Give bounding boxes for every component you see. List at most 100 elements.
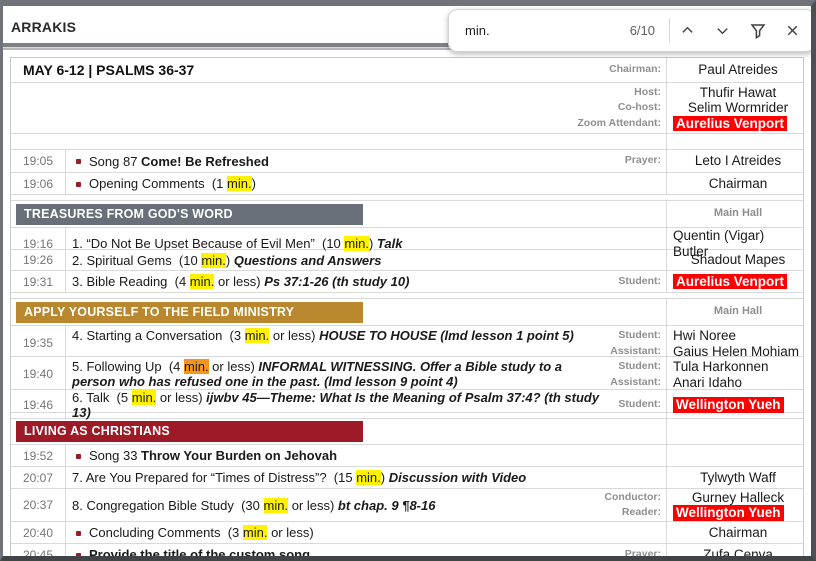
item-duration: or less) — [267, 525, 314, 540]
row-opening-song: 19:05 Song 87 Come! Be Refreshed Prayer:… — [11, 150, 803, 173]
row-talk: 19:16 1. “Do Not Be Upset Because of Evi… — [11, 228, 803, 259]
host-name: Thufir Hawat — [699, 84, 777, 100]
zoom-attendant-label: Zoom Attendant: — [577, 116, 661, 129]
prayer-label: Prayer: — [624, 154, 661, 167]
assignee-name: Zufa Cenva — [703, 546, 773, 561]
find-previous-button[interactable] — [670, 10, 705, 51]
item-title: 8. Congregation Bible Study (30 — [72, 497, 264, 513]
bullet-icon — [76, 453, 81, 459]
zoom-attendant-name: Aurelius Venport — [673, 115, 788, 132]
item-duration: or less) — [156, 390, 207, 405]
section-header-christians: LIVING AS CHRISTIANS — [11, 419, 803, 445]
item-title: 2. Spiritual Gems (10 — [72, 252, 202, 268]
item-title: Concluding Comments (3 — [89, 525, 243, 540]
item-descriptor: HOUSE TO HOUSE (lmd lesson 1 point 5) — [319, 328, 574, 343]
time-cell: 19:26 — [22, 253, 54, 267]
bullet-icon — [76, 530, 81, 536]
item-descriptor: Ps 37:1-26 (th study 10) — [264, 274, 410, 289]
search-match-active: min. — [184, 359, 209, 374]
reader-label: Reader: — [621, 506, 661, 518]
chevron-up-icon — [682, 26, 693, 33]
time-cell: 20:07 — [22, 470, 54, 485]
item-duration: or less) — [269, 328, 320, 343]
item-duration: ) — [251, 176, 256, 191]
item-title: 5. Following Up (4 — [72, 359, 184, 374]
song-number: Song 87 — [89, 153, 142, 169]
prayer-label: Prayer: — [624, 547, 661, 560]
search-match: min. — [356, 470, 381, 485]
row-concluding-comments: 20:40 Concluding Comments (3 min. or les… — [11, 522, 803, 544]
assignee-name: Leto I Atreides — [694, 153, 782, 169]
find-input[interactable]: min. — [465, 23, 490, 38]
search-match: min. — [344, 236, 369, 251]
row-discussion: 20:07 7. Are You Prepared for “Times of … — [11, 467, 803, 489]
assignee-name: Wellington Yueh — [673, 397, 784, 413]
item-title: 1. “Do Not Be Upset Because of Evil Men”… — [72, 236, 345, 251]
week-title: MAY 6-12 | PSALMS 36-37 — [23, 62, 195, 78]
assignee-name: Aurelius Venport — [673, 273, 788, 290]
song-title: Throw Your Burden on Jehovah — [141, 448, 338, 463]
item-title: 7. Are You Prepared for “Times of Distre… — [72, 470, 357, 485]
section-title: TREASURES FROM GOD'S WORD — [16, 203, 363, 225]
row-student-talk: 19:46 6. Talk (5 min. or less) ijwbv 45—… — [11, 390, 803, 420]
schedule-table: MAY 6-12 | PSALMS 36-37 Chairman: Paul A… — [10, 57, 804, 561]
host-label: Host: — [634, 85, 661, 98]
find-bar-divider — [669, 18, 670, 43]
find-close-button[interactable] — [775, 10, 810, 51]
item-descriptor: ijwbv 45—Theme: What Is the Meaning of P… — [72, 390, 603, 420]
section-header-treasures: TREASURES FROM GOD'S WORD Main Hall — [11, 201, 803, 228]
cohost-label: Co-host: — [617, 101, 661, 114]
assistant-name: Gaius Helen Mohiam — [673, 343, 800, 359]
assistant-label: Assistant: — [610, 375, 661, 388]
bullet-icon — [76, 181, 81, 187]
conductor-label: Conductor: — [604, 490, 661, 503]
row-bible-study: 20:37 8. Congregation Bible Study (30 mi… — [11, 489, 803, 522]
row-spiritual-gems: 19:26 2. Spiritual Gems (10 min.) Questi… — [11, 250, 803, 271]
song-title: Provide the title of the custom song — [89, 547, 311, 561]
assistant-name: Anari Idaho — [673, 374, 743, 390]
student-name: Tula Harkonnen — [673, 359, 769, 374]
item-duration: or less) — [214, 274, 265, 289]
funnel-icon — [749, 23, 766, 39]
search-match: min. — [189, 274, 215, 289]
student-name: Hwi Noree — [673, 328, 737, 343]
time-cell: 20:37 — [22, 498, 54, 512]
row-following-up: 19:40 5. Following Up (4 min. or less) I… — [11, 357, 803, 390]
item-duration: ) — [368, 236, 377, 251]
find-bar: min. 6/10 — [448, 9, 811, 52]
student-label: Student: — [618, 274, 661, 287]
item-descriptor: Questions and Answers — [233, 252, 382, 268]
song-number: Song 33 — [89, 448, 142, 463]
chairman-name: Paul Atreides — [698, 62, 778, 78]
item-title: 4. Starting a Conversation (3 — [72, 328, 245, 343]
host-block-row: Host: Co-host: Zoom Attendant: Thufir Ha… — [11, 83, 803, 134]
time-cell: 20:40 — [22, 525, 54, 540]
find-filter-button[interactable] — [740, 10, 775, 51]
search-match: min. — [131, 390, 157, 405]
time-cell: 19:52 — [22, 448, 54, 463]
item-duration: ) — [225, 252, 234, 268]
item-title: Opening Comments (1 — [89, 176, 228, 191]
student-label: Student: — [618, 329, 661, 341]
conductor-name: Gurney Halleck — [691, 489, 785, 505]
item-duration: or less) — [208, 359, 259, 374]
assignee-name: Chairman — [708, 175, 768, 191]
item-descriptor: Talk — [376, 236, 403, 251]
section-gap — [11, 293, 803, 299]
time-cell: 19:31 — [22, 274, 54, 289]
section-title: APPLY YOURSELF TO THE FIELD MINISTRY — [16, 301, 363, 323]
item-title: 6. Talk (5 — [72, 390, 132, 405]
assignee-name: Chairman — [708, 524, 768, 540]
assignee-name: Shadout Mapes — [690, 252, 786, 268]
title-divider — [3, 43, 811, 50]
page-title: ARRAKIS — [11, 19, 77, 35]
section-gap — [11, 195, 803, 201]
item-descriptor: INFORMAL WITNESSING. Offer a Bible study… — [72, 359, 566, 389]
time-cell: 19:35 — [22, 335, 54, 350]
time-cell: 20:45 — [22, 547, 54, 561]
row-starting-conversation: 19:35 4. Starting a Conversation (3 min.… — [11, 326, 803, 359]
student-label: Student: — [618, 398, 661, 411]
close-icon — [787, 25, 798, 36]
find-next-button[interactable] — [705, 10, 740, 51]
